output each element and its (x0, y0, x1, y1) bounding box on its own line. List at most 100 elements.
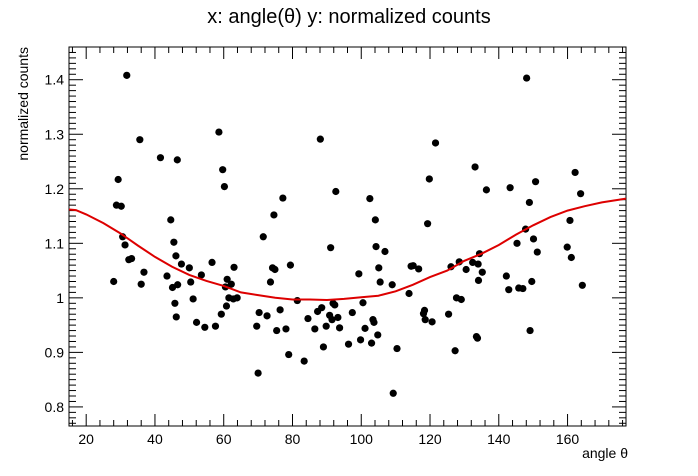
data-point (201, 323, 209, 331)
y-tick-label: 1.2 (45, 181, 65, 197)
data-point (567, 253, 575, 262)
data-point (525, 198, 533, 207)
data-point (578, 281, 586, 289)
data-point (219, 166, 227, 174)
data-point (563, 243, 571, 251)
data-point (482, 186, 491, 194)
data-point (177, 260, 186, 268)
data-point (374, 331, 382, 339)
data-point (334, 313, 342, 322)
data-points (110, 71, 586, 397)
data-point (167, 216, 175, 224)
data-point (502, 272, 510, 280)
data-point (114, 175, 122, 184)
data-point (322, 322, 330, 330)
y-axis-title: normalized counts (15, 47, 31, 161)
data-point (110, 277, 118, 286)
data-point (192, 318, 201, 326)
data-point (276, 306, 284, 314)
x-axis-title: angle θ (582, 445, 628, 461)
data-point (505, 286, 513, 294)
data-point (519, 284, 527, 293)
data-point (478, 268, 486, 276)
chart-title: x: angle(θ) y: normalized counts (207, 6, 490, 28)
data-point (359, 299, 367, 307)
data-point (424, 220, 432, 228)
data-point (367, 339, 376, 347)
data-point (163, 272, 171, 280)
data-point (431, 139, 440, 147)
x-tick-label: 100 (350, 431, 374, 447)
data-point (415, 265, 423, 273)
fit-curve-group (68, 197, 627, 302)
data-point (172, 313, 180, 321)
data-point (319, 343, 328, 351)
data-point (253, 322, 261, 330)
data-point (469, 258, 477, 267)
data-point (230, 263, 238, 271)
x-tick-label: 40 (147, 431, 163, 447)
data-point (197, 271, 205, 279)
data-point (388, 281, 396, 289)
data-point (474, 276, 483, 284)
data-point (285, 350, 293, 359)
data-point (173, 156, 181, 164)
data-point (220, 183, 229, 191)
x-tick-label: 80 (285, 431, 301, 447)
data-point (471, 163, 479, 171)
data-point (381, 247, 389, 256)
data-point (215, 128, 223, 136)
data-point (140, 268, 148, 276)
data-point (121, 241, 129, 249)
data-point (327, 244, 335, 252)
fit-curve (68, 197, 627, 302)
data-point (279, 194, 287, 202)
data-point (361, 324, 369, 332)
data-point (513, 239, 521, 247)
data-point (533, 248, 541, 256)
data-point (222, 302, 231, 310)
data-point (457, 295, 465, 304)
y-tick-label: 1.3 (45, 126, 65, 142)
data-point (451, 347, 459, 355)
data-point (444, 310, 453, 318)
data-point (185, 264, 193, 272)
data-point (189, 295, 197, 303)
data-point (311, 325, 319, 333)
data-point (376, 278, 384, 286)
data-point (117, 202, 125, 210)
data-point (223, 275, 231, 283)
data-point (428, 318, 436, 326)
data-point (332, 187, 340, 196)
data-point (348, 308, 356, 317)
data-point (335, 324, 344, 332)
data-point (420, 306, 429, 314)
data-point (293, 296, 301, 305)
data-point (300, 357, 308, 365)
data-point (208, 258, 216, 267)
data-point (571, 168, 579, 177)
x-tick-label: 160 (556, 431, 580, 447)
x-tick-label: 140 (487, 431, 511, 447)
data-point (217, 310, 225, 318)
data-point (328, 316, 336, 324)
data-point (318, 304, 326, 312)
x-tick-label: 20 (78, 431, 94, 447)
data-point (271, 265, 279, 274)
data-point (273, 326, 281, 335)
y-tick-label: 0.9 (45, 344, 65, 360)
data-point (425, 175, 433, 183)
data-point (331, 301, 339, 309)
data-point (371, 216, 379, 224)
data-point (211, 322, 220, 330)
data-point (233, 294, 241, 302)
data-point (421, 316, 429, 324)
y-tick-label: 1.4 (45, 72, 65, 88)
data-point (375, 264, 383, 272)
data-point (156, 154, 165, 162)
data-point (254, 369, 262, 377)
data-point (356, 336, 365, 344)
data-point (174, 281, 182, 289)
